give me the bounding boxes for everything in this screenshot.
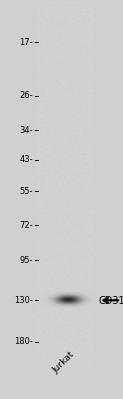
Text: Jurkat: Jurkat xyxy=(51,350,77,375)
Text: 130-: 130- xyxy=(14,296,33,305)
Text: CD31: CD31 xyxy=(98,296,123,306)
Text: 55-: 55- xyxy=(20,187,33,196)
Text: 17-: 17- xyxy=(20,38,33,47)
Text: 43-: 43- xyxy=(20,155,33,164)
Text: 95-: 95- xyxy=(20,256,33,265)
Text: 26-: 26- xyxy=(20,91,33,101)
Text: 180-: 180- xyxy=(14,337,33,346)
Text: 34-: 34- xyxy=(20,126,33,134)
Text: 72-: 72- xyxy=(20,221,33,230)
